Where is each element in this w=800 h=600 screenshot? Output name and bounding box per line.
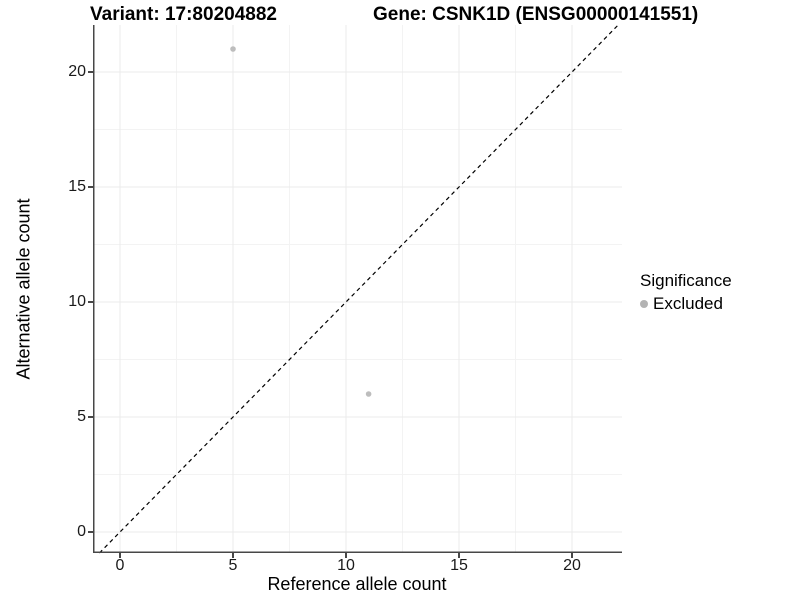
plot-canvas bbox=[93, 24, 622, 554]
x-tick-label: 0 bbox=[115, 557, 125, 574]
plot-panel bbox=[93, 24, 622, 554]
y-tick-label: 20 bbox=[68, 62, 86, 80]
legend-point-icon bbox=[640, 300, 648, 308]
legend-title: Significance bbox=[640, 271, 732, 290]
x-tick-mark bbox=[345, 553, 347, 558]
y-tick-label: 0 bbox=[77, 523, 86, 540]
x-tick-mark bbox=[119, 553, 121, 558]
x-tick-mark bbox=[458, 553, 460, 558]
legend-entry: Excluded bbox=[640, 294, 732, 314]
x-tick-mark bbox=[571, 553, 573, 558]
data-point bbox=[365, 391, 372, 397]
x-tick-label: 15 bbox=[450, 557, 468, 574]
y-tick-mark bbox=[88, 186, 93, 188]
identity-line bbox=[98, 24, 619, 554]
y-tick-label: 15 bbox=[68, 177, 86, 195]
plot-title-variant: Variant: 17:80204882 bbox=[90, 4, 277, 25]
y-tick-mark bbox=[88, 301, 93, 303]
plot-title-gene: Gene: CSNK1D (ENSG00000141551) bbox=[373, 4, 699, 25]
x-tick-label: 20 bbox=[563, 557, 581, 574]
y-axis-label: Alternative allele count bbox=[13, 198, 34, 380]
x-axis-label: Reference allele count bbox=[267, 574, 447, 594]
data-point bbox=[230, 46, 236, 52]
x-tick-mark bbox=[232, 553, 234, 558]
y-tick-mark bbox=[88, 531, 93, 533]
legend-entry-label: Excluded bbox=[653, 294, 723, 313]
legend: Significance Excluded bbox=[640, 271, 732, 314]
y-tick-label: 10 bbox=[68, 292, 86, 310]
x-tick-label: 10 bbox=[337, 557, 355, 574]
x-tick-label: 5 bbox=[228, 557, 238, 574]
y-tick-mark bbox=[88, 416, 93, 418]
y-tick-mark bbox=[88, 71, 93, 73]
y-tick-label: 5 bbox=[77, 407, 86, 425]
